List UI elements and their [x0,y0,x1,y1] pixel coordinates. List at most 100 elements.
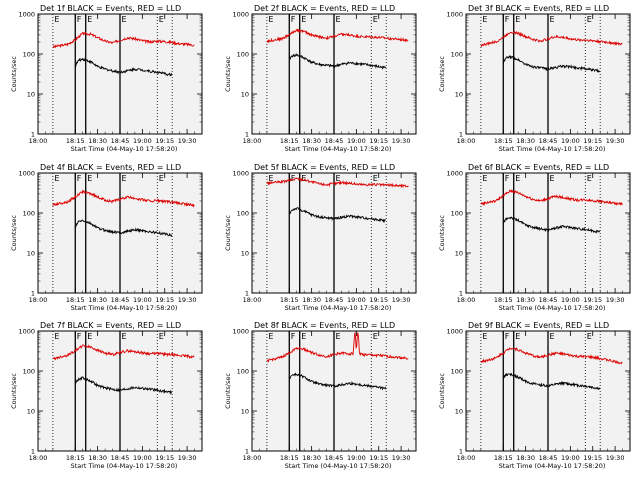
time-marker-label: E [268,174,273,183]
y-tick-label: 1000 [446,11,463,19]
y-tick-label: 1 [245,290,249,298]
time-marker-label: E [373,15,378,24]
x-tick-label: 18:00 [457,454,476,462]
y-tick-label: 1000 [18,328,35,336]
events-trace [288,372,387,391]
y-tick-label: 1000 [232,170,249,178]
time-marker-label: E [550,174,555,183]
x-tick-label: 18:00 [29,137,48,145]
x-tick-label: 19:30 [606,296,625,304]
y-tick-label: 100 [451,210,463,218]
y-tick-label: 1000 [18,170,35,178]
time-marker-label: E [122,174,127,183]
y-tick-label: 1 [31,290,35,298]
detector-panel-2: Det 2f BLACK = Events, RED = LLD 1 10 100 10… [224,4,417,153]
y-tick-label: 100 [23,51,35,59]
time-marker-label: E [550,332,555,341]
lld-trace [266,28,409,44]
time-marker-label: F [77,332,82,341]
y-tick-label: 10 [27,91,35,99]
time-marker-label: E [587,15,592,24]
panel-title: Det 3f BLACK = Events, RED = LLD [468,4,609,13]
y-tick-label: 100 [237,210,249,218]
time-marker-label: E [336,15,341,24]
x-tick-label: 18:45 [539,454,558,462]
x-tick-label: 19:15 [155,296,174,304]
x-tick-label: 19:00 [561,454,580,462]
panel-title: Det 1f BLACK = Events, RED = LLD [40,4,181,13]
x-tick-label: 19:15 [369,296,388,304]
y-tick-label: 1 [459,448,463,456]
y-axis-label: Counts/sec [10,215,18,251]
x-axis-label: Start Time (04-May-10 17:58:20) [285,304,392,312]
y-axis-label: Counts/sec [10,373,18,409]
y-tick-label: 1 [31,448,35,456]
detector-panel-8: Det 8f BLACK = Events, RED = LLD 1 10 100 10… [224,321,417,470]
events-trace [74,219,173,237]
x-tick-label: 19:15 [155,137,174,145]
time-marker-label: E [336,174,341,183]
x-tick-label: 19:30 [178,454,197,462]
x-tick-label: 19:00 [133,454,152,462]
time-marker-label: F [291,174,296,183]
x-tick-label: 18:30 [302,296,321,304]
time-marker-label: E [373,332,378,341]
y-tick-label: 10 [455,408,463,416]
events-trace [288,207,386,223]
events-trace [288,52,387,70]
time-marker-label: E [54,332,59,341]
time-marker-label: F [77,15,82,24]
y-axis-label: Counts/sec [224,56,232,92]
time-marker-label: F [505,15,510,24]
time-marker-label: E [301,332,306,341]
time-marker-label: E [301,15,306,24]
time-marker-label: E [87,15,92,24]
x-tick-label: 18:45 [111,296,130,304]
y-tick-label: 1 [31,131,35,139]
panel-title: Det 2f BLACK = Events, RED = LLD [254,4,395,13]
y-tick-label: 1 [459,131,463,139]
x-tick-label: 18:30 [302,454,321,462]
x-tick-label: 19:00 [347,454,366,462]
time-marker-label: F [291,15,296,24]
detector-panel-6: Det 6f BLACK = Events, RED = LLD 1 10 100 10… [438,163,631,312]
y-axis-label: Counts/sec [438,215,446,251]
x-tick-label: 18:30 [516,296,535,304]
x-tick-label: 18:45 [325,137,344,145]
x-tick-label: 19:15 [155,454,174,462]
time-marker-label: E [515,15,520,24]
time-marker-label: E [587,332,592,341]
x-tick-label: 19:30 [392,137,411,145]
lld-trace [480,189,623,207]
lld-trace [52,189,195,208]
x-tick-label: 18:15 [280,454,299,462]
x-tick-label: 18:45 [539,137,558,145]
time-marker-label: E [268,332,273,341]
y-tick-label: 100 [23,368,35,376]
time-marker-label: E [87,332,92,341]
time-marker-label: E [301,174,306,183]
y-tick-label: 10 [27,250,35,258]
y-tick-label: 100 [451,368,463,376]
y-tick-label: 1000 [232,328,249,336]
detector-panel-3: Det 3f BLACK = Events, RED = LLD 1 10 100 10… [438,4,631,153]
y-axis-label: Counts/sec [10,56,18,92]
x-tick-label: 18:45 [111,454,130,462]
time-marker-label: E [482,174,487,183]
x-tick-label: 18:00 [243,296,262,304]
events-trace [502,216,601,234]
x-tick-label: 18:15 [494,296,513,304]
detector-panel-1: Det 1f BLACK = Events, RED = LLD 1 10 100 10… [10,4,203,153]
panel-title: Det 9f BLACK = Events, RED = LLD [468,321,609,330]
y-tick-label: 1 [459,290,463,298]
x-tick-label: 19:00 [561,296,580,304]
y-axis-label: Counts/sec [438,56,446,92]
x-tick-label: 19:00 [133,137,152,145]
y-tick-label: 100 [237,51,249,59]
x-axis-label: Start Time (04-May-10 17:58:20) [499,304,606,312]
x-tick-label: 18:30 [88,454,107,462]
time-marker-label: E [373,174,378,183]
time-marker-label: F [291,332,296,341]
x-tick-label: 19:30 [392,454,411,462]
